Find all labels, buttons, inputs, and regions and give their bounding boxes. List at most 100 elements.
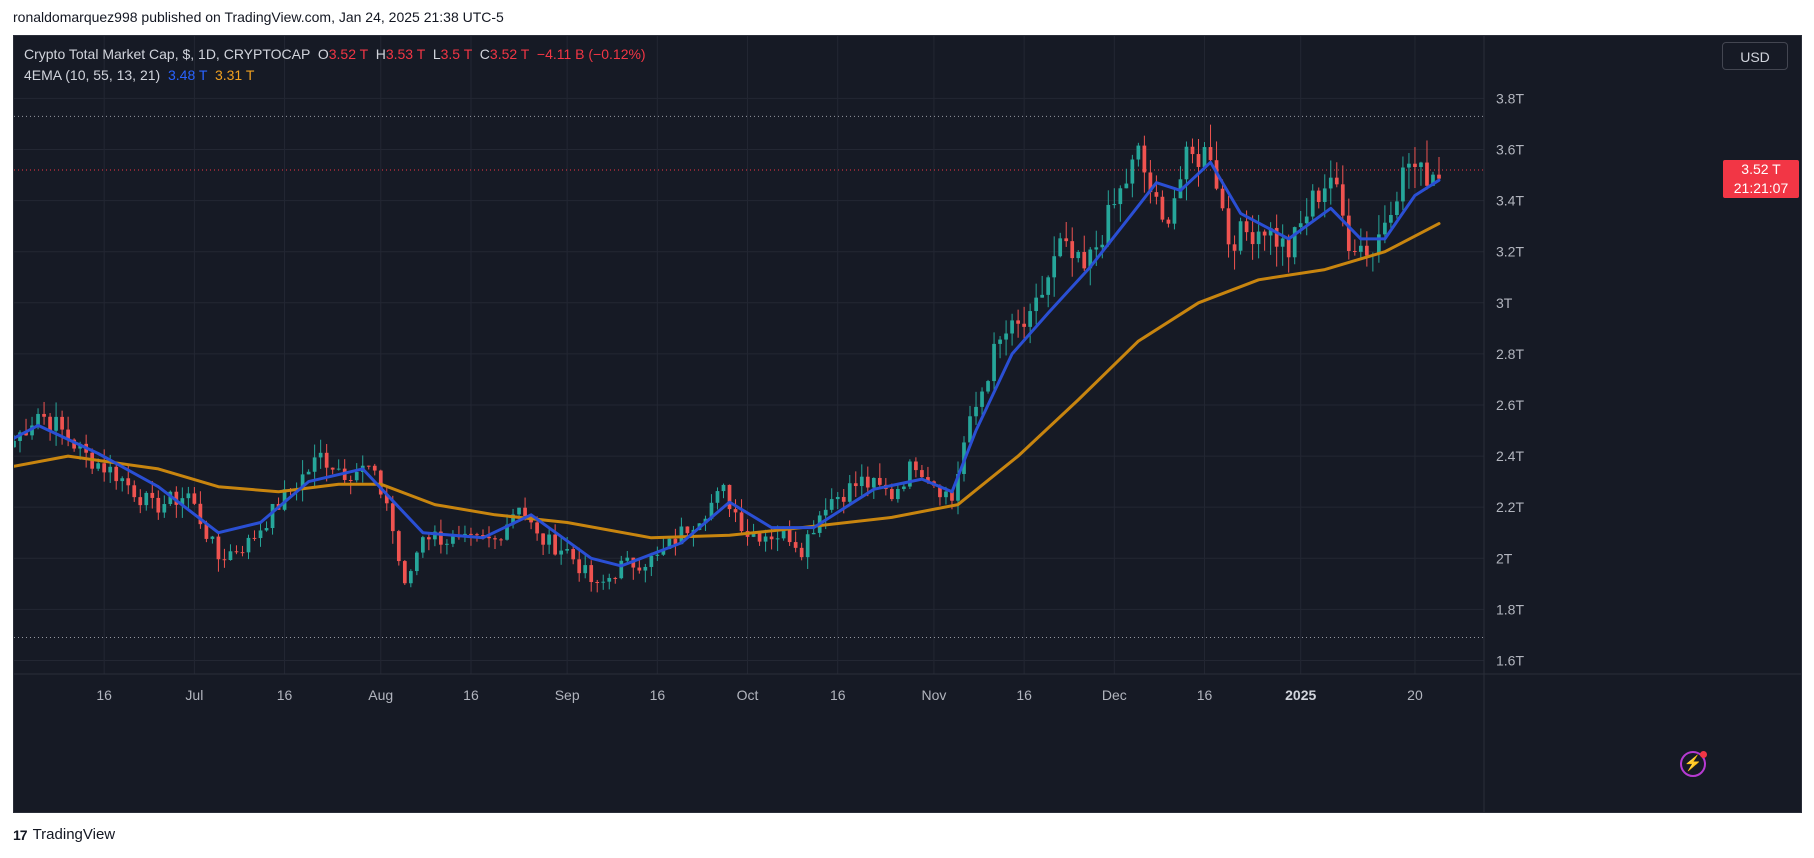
candle-body-up — [908, 461, 912, 487]
candle-body-up — [811, 532, 816, 535]
candle-body-up — [300, 474, 305, 489]
x-tick-label: Sep — [555, 687, 580, 703]
y-tick-label: 3T — [1496, 295, 1513, 311]
candle-body-up — [1010, 320, 1014, 334]
indicator-title[interactable]: 4EMA (10, 55, 13, 21) — [24, 67, 161, 83]
candle-body-up — [1184, 146, 1189, 180]
x-tick-label: 16 — [650, 687, 666, 703]
open-label: O — [317, 46, 329, 62]
candle-body-down — [348, 479, 353, 481]
chart-panel[interactable]: Crypto Total Market Cap, $, 1D, CRYPTOCA… — [13, 35, 1802, 813]
candle-body-down — [920, 470, 924, 478]
candle-body-down — [577, 559, 582, 574]
x-tick-label: Jul — [185, 687, 203, 703]
y-tick-label: 2.8T — [1496, 346, 1524, 362]
candle-body-up — [1419, 162, 1423, 168]
candle-body-up — [144, 492, 149, 506]
candle-body-up — [1383, 222, 1387, 235]
candle-body-down — [865, 476, 870, 488]
candle-body-down — [102, 463, 107, 473]
candle-body-up — [1136, 145, 1141, 160]
candle-body-down — [1154, 192, 1159, 197]
currency-button[interactable]: USD — [1722, 42, 1788, 70]
candle-body-up — [1058, 238, 1063, 257]
candle-body-down — [841, 496, 846, 502]
candle-body-up — [1034, 297, 1039, 312]
candle-body-down — [613, 577, 618, 579]
x-tick-label: Aug — [368, 687, 393, 703]
candle-body-down — [889, 489, 894, 500]
candle-body-down — [769, 536, 774, 540]
open-value: 3.52 T — [328, 46, 368, 62]
x-tick-label: 16 — [277, 687, 293, 703]
candle-body-down — [1244, 221, 1249, 233]
price-chart[interactable]: 1.6T 1.8T 2T 2.2T 2.4T 2.6T 2.8T 3T 3.2T 3.4T 3.6T… — [14, 36, 1801, 812]
candle-body-down — [1226, 208, 1231, 245]
candle-body-down — [24, 432, 28, 436]
candle-body-down — [156, 497, 161, 513]
candle-body-down — [1250, 232, 1255, 245]
candle-body-up — [511, 514, 515, 525]
candle-body-up — [1280, 238, 1285, 247]
candle-body-up — [751, 533, 756, 537]
y-tick-label: 2.2T — [1496, 499, 1524, 515]
y-tick-label: 3.4T — [1496, 193, 1524, 209]
candle-body-up — [829, 499, 834, 510]
brand-name[interactable]: TradingView — [32, 826, 116, 843]
candle-body-up — [980, 391, 984, 407]
candle-body-up — [1389, 214, 1393, 223]
candle-body-up — [433, 531, 437, 540]
candle-body-up — [1118, 188, 1123, 205]
symbol-title[interactable]: Crypto Total Market Cap, $, 1D, CRYPTOCA… — [24, 46, 311, 62]
candle-body-down — [427, 537, 431, 540]
y-tick-label: 2.6T — [1496, 397, 1524, 413]
x-tick-label: 16 — [463, 687, 479, 703]
candle-body-down — [1166, 219, 1171, 224]
candle-body-up — [1268, 227, 1273, 236]
candle-body-down — [324, 452, 329, 468]
candle-body-up — [721, 484, 726, 492]
candle-body-down — [66, 429, 70, 440]
candle-body-up — [547, 534, 551, 545]
lightning-icon[interactable]: ⚡ — [1680, 751, 1707, 777]
ema-fast-line — [14, 160, 1441, 568]
candle-body-up — [1292, 227, 1297, 258]
candle-body-down — [877, 477, 882, 485]
candle-body-down — [390, 503, 395, 532]
candle-body-down — [727, 484, 732, 510]
candle-body-down — [535, 522, 539, 534]
candle-body-down — [204, 524, 209, 539]
candle-body-up — [517, 507, 521, 515]
x-tick-label: Oct — [737, 687, 759, 703]
candle-body-down — [330, 467, 335, 470]
candle-body-down — [523, 507, 527, 517]
candle-body-up — [228, 551, 233, 561]
x-tick-label: 16 — [96, 687, 112, 703]
candle-body-down — [439, 531, 443, 545]
candle-body-up — [312, 457, 317, 472]
candle-body-down — [1196, 154, 1201, 167]
candle-body-down — [1346, 215, 1351, 251]
candle-body-up — [763, 536, 768, 542]
candle-body-up — [1202, 147, 1207, 167]
candle-body-down — [793, 542, 798, 548]
candle-body-up — [823, 509, 828, 516]
close-label: C — [479, 46, 490, 62]
candle-body-down — [396, 531, 401, 562]
candle-body-up — [1112, 204, 1117, 206]
candle-body-down — [1148, 172, 1153, 193]
candle-body-down — [1437, 174, 1441, 179]
candle-body-up — [956, 473, 960, 501]
candle-body-down — [926, 477, 930, 482]
high-value: 3.53 T — [385, 46, 426, 62]
candle-body-up — [1328, 177, 1333, 189]
candle-body-up — [661, 548, 666, 555]
candle-body-up — [306, 471, 311, 475]
candle-body-up — [1172, 198, 1177, 224]
candle-body-down — [252, 537, 257, 539]
candle-body-up — [1395, 201, 1399, 215]
candle-body-up — [1322, 188, 1327, 202]
x-tick-label: Dec — [1102, 687, 1127, 703]
candle-body-up — [1094, 247, 1099, 250]
candle-body-down — [1262, 231, 1267, 236]
